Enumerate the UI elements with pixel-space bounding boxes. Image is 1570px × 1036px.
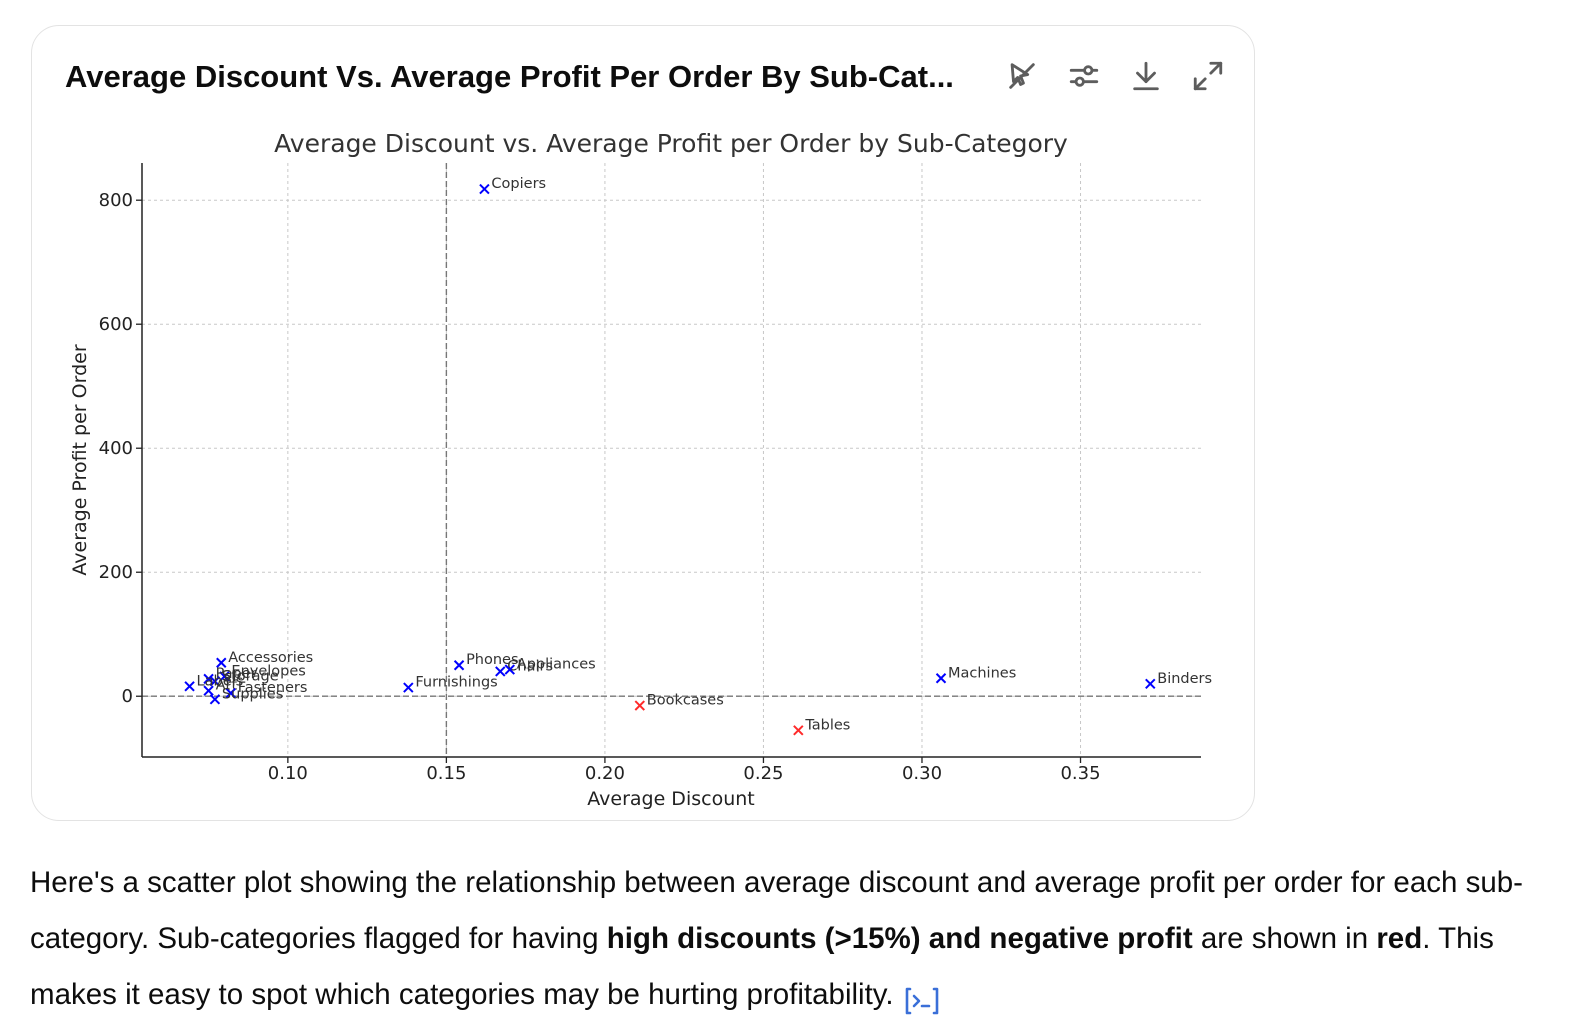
- x-axis-label: Average Discount: [587, 788, 754, 810]
- point-label: Bookcases: [647, 693, 724, 709]
- data-point: Bookcases: [634, 693, 724, 711]
- point-label: Supplies: [222, 686, 283, 702]
- chart-toolbar: [1002, 56, 1228, 96]
- x-tick-label: 0.25: [743, 763, 783, 784]
- y-tick-label: 800: [99, 190, 133, 211]
- point-marker: [504, 664, 516, 675]
- data-point: Envelopes: [219, 663, 306, 682]
- hide-interactive-icon: [1009, 63, 1035, 89]
- point-marker: [453, 660, 465, 671]
- point-marker: [479, 183, 490, 195]
- reference-lines: [142, 163, 1201, 757]
- chart-axes: [141, 163, 1201, 758]
- point-label: Furnishings: [415, 675, 497, 691]
- data-point: Art: [203, 678, 238, 696]
- data-point: Labels: [184, 673, 244, 692]
- y-tick-label: 600: [99, 314, 133, 335]
- data-point: Phones: [453, 652, 519, 671]
- view-code-button[interactable]: [902, 980, 942, 1015]
- x-tick-label: 0.30: [902, 763, 942, 784]
- chart-card: Average Discount Vs. Average Profit Per …: [31, 25, 1255, 821]
- code-bracket-icon: [905, 987, 938, 1015]
- y-tick-label: 0: [122, 686, 133, 707]
- settings-sliders-icon: [1069, 65, 1099, 87]
- point-marker: [495, 666, 506, 677]
- y-axis-label: Average Profit per Order: [69, 344, 91, 575]
- point-label: Phones: [466, 652, 518, 668]
- point-marker: [209, 694, 221, 705]
- point-marker: [634, 700, 646, 711]
- x-tick-label: 0.20: [585, 763, 625, 784]
- hide-interactive-button[interactable]: [1002, 56, 1042, 96]
- data-point: Appliances: [504, 657, 596, 675]
- point-label: Paper: [216, 666, 257, 682]
- data-point: Copiers: [479, 176, 546, 195]
- point-label: Binders: [1157, 671, 1212, 687]
- scatter-chart: Average Discount vs. Average Profit per …: [69, 129, 1212, 810]
- message-text-1: Here's a scatter plot showing the relati…: [30, 866, 1523, 955]
- y-tick-label: 200: [99, 562, 133, 583]
- expand-icon: [1193, 61, 1223, 91]
- data-point: Supplies: [209, 686, 283, 705]
- data-point: Tables: [793, 717, 850, 736]
- expand-button[interactable]: [1188, 56, 1228, 96]
- point-label: Labels: [197, 673, 244, 689]
- data-point: Accessories: [216, 650, 313, 668]
- point-marker: [219, 671, 230, 682]
- y-tick-label: 400: [99, 438, 133, 459]
- x-tick-label: 0.15: [426, 763, 466, 784]
- point-label: Chairs: [507, 658, 553, 674]
- data-point: Storage: [209, 668, 279, 687]
- point-marker: [216, 657, 227, 668]
- message-bold-1: high discounts (>15%) and negative profi…: [606, 922, 1193, 955]
- x-tick-label: 0.10: [268, 763, 308, 784]
- point-label: Tables: [804, 717, 850, 733]
- message-text-2: are shown in: [1192, 922, 1377, 955]
- data-point: Binders: [1145, 671, 1212, 690]
- point-label: Art: [216, 678, 238, 694]
- point-label: Fasteners: [238, 680, 308, 696]
- point-marker: [793, 725, 804, 736]
- point-label: Envelopes: [231, 663, 305, 679]
- message-bold-2: red: [1376, 922, 1423, 955]
- x-tick-label: 0.35: [1060, 763, 1100, 784]
- point-marker: [203, 673, 214, 685]
- download-button[interactable]: [1126, 56, 1166, 96]
- point-label: Appliances: [517, 657, 596, 673]
- point-marker: [225, 687, 236, 699]
- point-marker: [935, 673, 947, 684]
- point-marker: [209, 676, 221, 687]
- chart-title: Average Discount vs. Average Profit per …: [274, 129, 1068, 158]
- download-icon: [1133, 61, 1159, 91]
- point-label: Copiers: [491, 176, 546, 192]
- point-marker: [203, 685, 214, 696]
- data-point: Paper: [203, 666, 257, 685]
- point-marker: [403, 682, 414, 693]
- axis-ticks: 0.10 0.15 0.20 0.25 0.30 0.35 0 200 400 600 800: [99, 190, 1101, 784]
- data-point: Machines: [935, 665, 1016, 684]
- data-point: Furnishings: [403, 675, 498, 693]
- data-point: Fasteners: [225, 680, 308, 699]
- point-label: Storage: [222, 668, 279, 684]
- point-marker: [1145, 678, 1156, 690]
- message-text-3: . This makes it easy to spot which categ…: [30, 922, 1494, 1011]
- assistant-message: Here's a scatter plot showing the relati…: [30, 855, 1550, 1023]
- data-points: Copiers AccessoriesEnvelopesPaperStorageL…: [184, 176, 1212, 736]
- point-label: Accessories: [228, 650, 313, 666]
- point-marker: [184, 681, 195, 692]
- chart-settings-button[interactable]: [1064, 56, 1104, 96]
- data-point: Chairs: [495, 658, 553, 677]
- point-label: Machines: [948, 665, 1016, 681]
